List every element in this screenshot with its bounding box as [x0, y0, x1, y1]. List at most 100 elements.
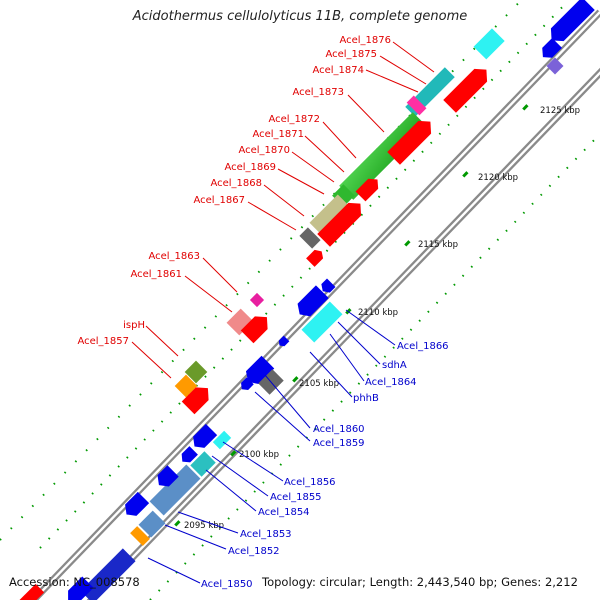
- map-title: Acidothermus cellulolyticus 11B, complet…: [132, 9, 468, 24]
- leader-line: [164, 524, 227, 550]
- gene-label[interactable]: Acel_1855: [270, 492, 322, 503]
- leader-line: [322, 121, 357, 159]
- leader-line: [347, 94, 385, 133]
- gene-block-orange[interactable]: [130, 526, 150, 546]
- gene-label[interactable]: Acel_1869: [224, 162, 276, 173]
- gene-label[interactable]: Acel_1860: [313, 424, 365, 435]
- gene-label[interactable]: Acel_1859: [313, 438, 365, 449]
- leader-line: [291, 151, 335, 183]
- leader-line: [304, 135, 345, 173]
- gene-label[interactable]: Acel_1861: [130, 269, 182, 280]
- gene-label[interactable]: Acel_1867: [193, 195, 245, 206]
- gene-label[interactable]: Acel_1866: [397, 341, 449, 352]
- scale-label: 2120 kbp: [478, 173, 518, 183]
- gene-block-green[interactable]: [339, 112, 427, 200]
- gene-block-cyan[interactable]: [405, 67, 455, 117]
- gene-arrow-reverse[interactable]: [242, 355, 275, 389]
- gene-arrow-reverse[interactable]: [277, 335, 290, 349]
- scale-label: 2100 kbp: [239, 450, 279, 460]
- scale-label: 2105 kbp: [299, 379, 339, 389]
- gene-block-magenta[interactable]: [406, 95, 427, 116]
- gene-label[interactable]: Acel_1871: [252, 129, 304, 140]
- gene-arrow-reverse[interactable]: [319, 278, 336, 296]
- gene-block-cyan[interactable]: [212, 430, 232, 450]
- gene-label[interactable]: Acel_1853: [240, 529, 292, 540]
- gene-arrow-forward[interactable]: [387, 115, 436, 165]
- gene-arrow-forward[interactable]: [317, 197, 366, 247]
- scale-label: 2095 kbp: [184, 521, 224, 531]
- scale-tick: [174, 520, 181, 527]
- gene-label[interactable]: Acel_1875: [325, 49, 377, 60]
- gene-block-purple[interactable]: [546, 57, 564, 75]
- leader-line: [247, 201, 297, 231]
- gene-label[interactable]: Acel_1850: [201, 579, 253, 590]
- leader-line: [337, 321, 381, 365]
- gene-block-gray[interactable]: [299, 227, 321, 249]
- gene-block-olive[interactable]: [309, 194, 351, 236]
- gene-label[interactable]: Acel_1854: [258, 507, 310, 518]
- gene-label[interactable]: Acel_1874: [312, 65, 364, 76]
- leader-line: [222, 441, 284, 482]
- gene-block-cyan[interactable]: [473, 28, 505, 60]
- gene-arrow-reverse[interactable]: [62, 576, 94, 600]
- leader-line: [177, 511, 239, 534]
- gene-block-magenta[interactable]: [249, 292, 265, 308]
- gene-arrow-forward[interactable]: [443, 63, 492, 113]
- gene-label[interactable]: Acel_1870: [238, 145, 290, 156]
- gene-arrow-reverse[interactable]: [238, 377, 254, 393]
- reverse-strand-genes: [62, 0, 595, 600]
- gene-block-pink[interactable]: [226, 308, 254, 336]
- leader-line: [263, 184, 305, 217]
- gene-label[interactable]: Acel_1857: [77, 336, 129, 347]
- gene-arrow-reverse[interactable]: [121, 491, 150, 520]
- gene-arrow-forward[interactable]: [181, 382, 215, 415]
- gene-label[interactable]: Acel_1873: [292, 87, 344, 98]
- gene-label[interactable]: Acel_1852: [228, 546, 280, 557]
- gene-arrow-reverse[interactable]: [178, 446, 198, 466]
- scale-labels: 2095 kbp 2100 kbp 2105 kbp 2110 kbp 2115…: [184, 106, 580, 531]
- gene-label[interactable]: sdhA: [382, 360, 407, 371]
- gene-arrow-forward[interactable]: [355, 175, 383, 202]
- gene-arrow-forward[interactable]: [240, 311, 274, 344]
- top-label-leaders: [131, 41, 435, 379]
- gene-block-steelblue[interactable]: [138, 510, 166, 538]
- leader-line: [205, 469, 257, 512]
- scale-label: 2110 kbp: [358, 308, 398, 318]
- gene-label[interactable]: ispH: [123, 320, 145, 331]
- gene-arrow-forward[interactable]: [15, 583, 45, 600]
- gene-block-steelblue[interactable]: [149, 464, 201, 516]
- gene-label[interactable]: Acel_1872: [268, 114, 320, 125]
- gene-label[interactable]: Acel_1864: [365, 377, 417, 388]
- gene-block-cyan[interactable]: [190, 451, 216, 477]
- gene-arrow-reverse[interactable]: [293, 285, 329, 320]
- leader-line: [345, 309, 396, 346]
- scale-tick: [462, 171, 469, 178]
- gene-label[interactable]: Acel_1856: [284, 477, 336, 488]
- gene-block-blue[interactable]: [80, 548, 136, 600]
- gene-arrow-reverse[interactable]: [189, 423, 218, 452]
- gene-label[interactable]: Acel_1868: [210, 178, 262, 189]
- leader-line: [365, 69, 419, 93]
- gene-arrow-reverse[interactable]: [153, 465, 179, 490]
- scale-ticks: [174, 104, 529, 527]
- gene-label[interactable]: Acel_1876: [339, 35, 391, 46]
- leader-line: [184, 275, 233, 313]
- leader-line: [309, 351, 353, 398]
- gene-arrow-forward[interactable]: [306, 247, 326, 267]
- leader-line: [392, 41, 435, 73]
- gene-label[interactable]: phhB: [353, 393, 379, 404]
- gene-arrow-reverse[interactable]: [545, 0, 595, 47]
- scale-label: 2115 kbp: [418, 240, 458, 250]
- scale-tick: [230, 450, 237, 457]
- gene-block-cyan[interactable]: [301, 301, 343, 343]
- leader-line: [147, 557, 201, 584]
- backbone-gap: [89, 71, 600, 600]
- gene-label[interactable]: Acel_1863: [148, 251, 200, 262]
- scale-tick: [292, 376, 299, 383]
- leader-line: [329, 333, 365, 382]
- forward-strand-genes: [15, 28, 505, 600]
- bottom-gene-labels: Acel_1866 sdhA Acel_1864 phhB Acel_1860 …: [201, 341, 449, 590]
- leader-line: [277, 168, 325, 195]
